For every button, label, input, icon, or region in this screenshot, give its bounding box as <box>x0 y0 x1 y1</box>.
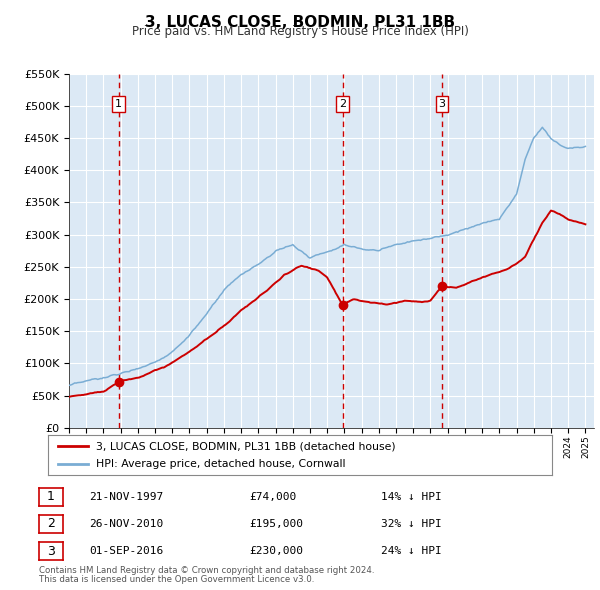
Text: 26-NOV-2010: 26-NOV-2010 <box>89 519 163 529</box>
Text: £230,000: £230,000 <box>249 546 303 556</box>
Text: 32% ↓ HPI: 32% ↓ HPI <box>381 519 442 529</box>
Text: 14% ↓ HPI: 14% ↓ HPI <box>381 492 442 502</box>
Text: 2: 2 <box>47 517 55 530</box>
Text: 2: 2 <box>339 99 346 109</box>
Text: 3, LUCAS CLOSE, BODMIN, PL31 1BB: 3, LUCAS CLOSE, BODMIN, PL31 1BB <box>145 15 455 30</box>
Text: 3: 3 <box>439 99 446 109</box>
Text: This data is licensed under the Open Government Licence v3.0.: This data is licensed under the Open Gov… <box>39 575 314 584</box>
Text: 3: 3 <box>47 545 55 558</box>
Text: 3, LUCAS CLOSE, BODMIN, PL31 1BB (detached house): 3, LUCAS CLOSE, BODMIN, PL31 1BB (detach… <box>96 441 395 451</box>
Text: 1: 1 <box>47 490 55 503</box>
Text: HPI: Average price, detached house, Cornwall: HPI: Average price, detached house, Corn… <box>96 458 346 468</box>
Text: 24% ↓ HPI: 24% ↓ HPI <box>381 546 442 556</box>
Text: Contains HM Land Registry data © Crown copyright and database right 2024.: Contains HM Land Registry data © Crown c… <box>39 566 374 575</box>
Text: Price paid vs. HM Land Registry's House Price Index (HPI): Price paid vs. HM Land Registry's House … <box>131 25 469 38</box>
Text: 01-SEP-2016: 01-SEP-2016 <box>89 546 163 556</box>
Text: 1: 1 <box>115 99 122 109</box>
Text: 21-NOV-1997: 21-NOV-1997 <box>89 492 163 502</box>
Text: £195,000: £195,000 <box>249 519 303 529</box>
Text: £74,000: £74,000 <box>249 492 296 502</box>
